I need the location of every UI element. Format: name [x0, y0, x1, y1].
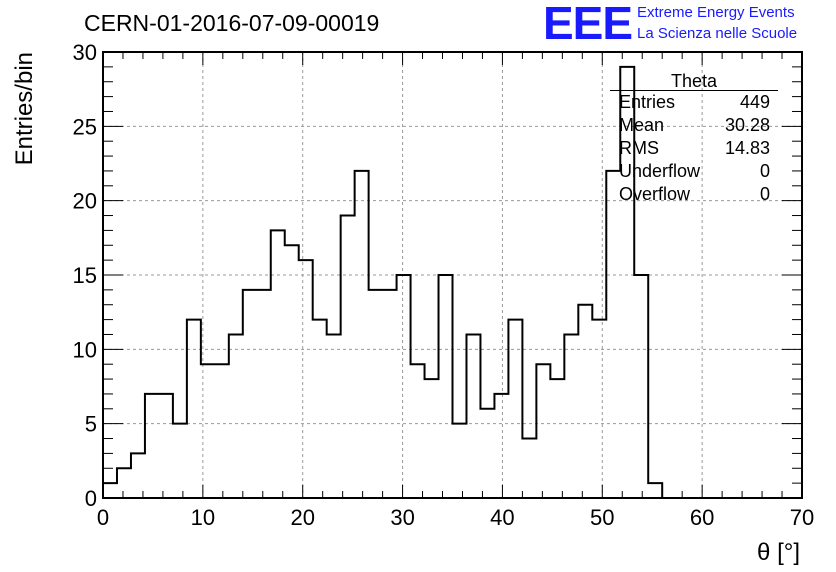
histogram-bin — [466, 334, 480, 498]
histogram-bin — [243, 290, 257, 498]
stats-value: 0 — [759, 161, 770, 181]
histogram-bin — [117, 468, 131, 498]
histogram-bin — [383, 290, 397, 498]
histogram-bin — [425, 379, 439, 498]
histogram-bin — [606, 171, 620, 498]
y-tick-label: 30 — [73, 40, 97, 65]
histogram-bin — [536, 364, 550, 498]
histogram-bin — [257, 290, 271, 498]
histogram-bin — [341, 216, 355, 498]
y-tick-label: 0 — [85, 486, 97, 511]
stats-label: Underflow — [619, 161, 701, 181]
stats-row-overflow: Overflow 0 — [610, 183, 778, 206]
stats-value: 14.83 — [724, 138, 770, 158]
histogram-bin — [327, 334, 341, 498]
stats-label: Mean — [619, 115, 665, 135]
histogram-bin — [494, 394, 508, 498]
histogram-bin — [578, 305, 592, 498]
histogram-bin — [522, 439, 536, 498]
y-tick-label: 20 — [73, 189, 97, 214]
y-tick-label: 15 — [73, 263, 97, 288]
x-tick-label: 40 — [490, 505, 514, 530]
histogram-bin — [634, 275, 648, 498]
histogram-bin — [439, 275, 453, 498]
y-tick-label: 10 — [73, 337, 97, 362]
x-tick-label: 60 — [690, 505, 714, 530]
histogram-bin — [201, 364, 215, 498]
histogram-bin — [508, 320, 522, 498]
histogram-bin — [355, 171, 369, 498]
histogram-outline — [102, 65, 802, 499]
y-tick-label: 25 — [73, 114, 97, 139]
histogram-bin — [592, 320, 606, 498]
stats-title: Theta — [610, 70, 778, 91]
histogram-bin — [271, 230, 285, 498]
x-tick-label: 10 — [191, 505, 215, 530]
histogram-bin — [648, 483, 662, 498]
y-axis-label: Entries/bin — [11, 52, 38, 165]
stats-box: Theta Entries 449 Mean 30.28 RMS 14.83 U… — [610, 70, 778, 206]
histogram-bin — [397, 275, 411, 498]
stats-row-underflow: Underflow 0 — [610, 160, 778, 183]
x-tick-label: 70 — [790, 505, 814, 530]
eee-logo-line-1: Extreme Energy Events — [637, 4, 795, 21]
histogram-bin — [299, 260, 313, 498]
x-tick-label: 30 — [390, 505, 414, 530]
plot-frame — [102, 51, 803, 499]
histogram-bin — [215, 364, 229, 498]
stats-label: Overflow — [619, 184, 691, 204]
histogram-bin — [285, 245, 299, 498]
histogram-bin — [550, 379, 564, 498]
x-tick-label: 20 — [290, 505, 314, 530]
y-tick-label: 5 — [85, 412, 97, 437]
histogram-bin — [187, 320, 201, 498]
histogram-bin — [229, 334, 243, 498]
x-axis-label: θ [°] — [757, 539, 800, 566]
histogram-bin — [145, 394, 159, 498]
histogram-bin — [159, 394, 173, 498]
histogram-bin — [369, 290, 383, 498]
stats-label: RMS — [619, 138, 659, 158]
stats-row-rms: RMS 14.83 — [610, 137, 778, 160]
x-tick-label: 50 — [590, 505, 614, 530]
histogram-bin — [453, 424, 467, 498]
stats-row-entries: Entries 449 — [610, 91, 778, 114]
histogram-bin — [564, 334, 578, 498]
eee-logo: EEE — [543, 0, 633, 49]
histogram-bin — [480, 409, 494, 498]
stats-row-mean: Mean 30.28 — [610, 114, 778, 137]
histogram-bin — [131, 453, 145, 498]
histogram-bin — [103, 483, 117, 498]
x-tick-label: 0 — [97, 505, 109, 530]
stats-value: 0 — [759, 184, 770, 204]
stats-label: Entries — [619, 92, 676, 112]
stats-value: 449 — [739, 92, 770, 112]
histogram-bin — [313, 320, 327, 498]
histogram-bin — [173, 424, 187, 498]
histogram-bin — [411, 364, 425, 498]
run-title: CERN-01-2016-07-09-00019 — [84, 10, 380, 36]
stats-value: 30.28 — [724, 115, 770, 135]
eee-logo-line-2: La Scienza nelle Scuole — [637, 25, 798, 42]
